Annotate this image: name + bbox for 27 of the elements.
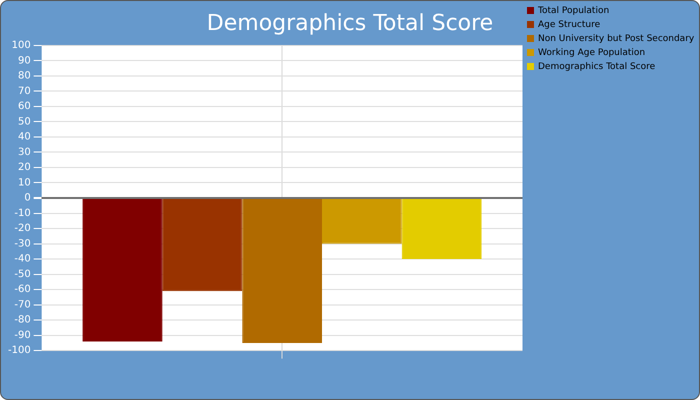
legend-label: Demographics Total Score bbox=[538, 62, 656, 72]
y-tick-label: -30 bbox=[14, 238, 31, 250]
y-tick-label: 40 bbox=[18, 132, 31, 143]
y-tick-label: -60 bbox=[14, 284, 31, 296]
y-tick-label: -100 bbox=[8, 345, 31, 356]
y-tick-label: -90 bbox=[14, 330, 31, 341]
chart-title: Demographics Total Score bbox=[206, 10, 494, 36]
legend-label: Total Population bbox=[537, 6, 610, 16]
y-tick-label: -50 bbox=[14, 268, 31, 280]
y-tick-label: 100 bbox=[12, 40, 31, 51]
y-tick-label: 20 bbox=[18, 162, 31, 174]
y-tick-label: -80 bbox=[14, 314, 31, 326]
y-tick-label: 10 bbox=[18, 177, 31, 188]
legend-label: Working Age Population bbox=[538, 48, 646, 58]
y-tick-label: 70 bbox=[18, 86, 31, 97]
y-tick-label: 90 bbox=[18, 55, 31, 66]
y-tick-label: 80 bbox=[18, 70, 31, 82]
y-tick-label: 50 bbox=[18, 116, 31, 128]
legend-label: Age Structure bbox=[538, 20, 601, 30]
y-tick-label: 30 bbox=[18, 146, 31, 158]
legend-label: Non University but Post Secondary bbox=[538, 34, 695, 44]
y-tick-label: 0 bbox=[24, 192, 31, 204]
y-tick-label: -40 bbox=[14, 254, 31, 265]
y-tick-label: -10 bbox=[14, 208, 31, 219]
y-tick-label: -70 bbox=[14, 299, 31, 310]
y-tick-label: 60 bbox=[18, 101, 31, 112]
y-tick-label: -20 bbox=[14, 223, 31, 234]
